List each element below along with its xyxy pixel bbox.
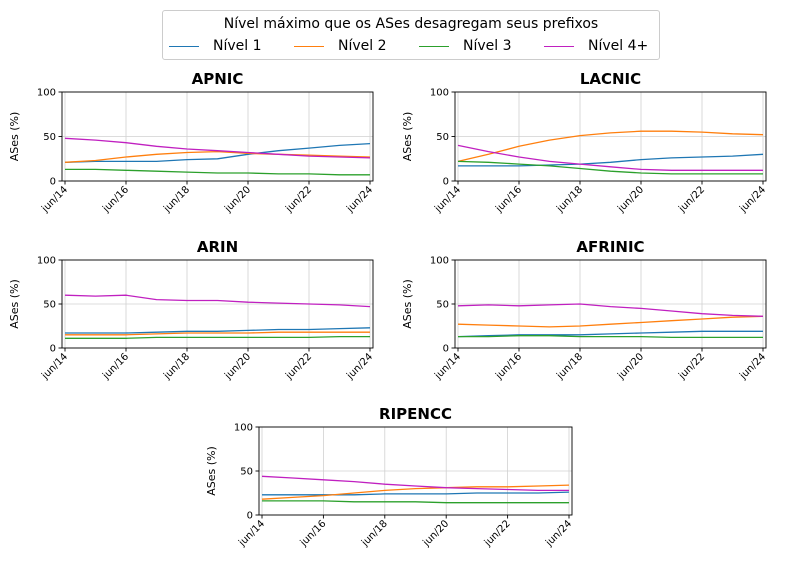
y-axis-label: ASes (%) xyxy=(401,112,414,162)
y-tick-label: 0 xyxy=(50,344,56,355)
series-line-n-vel-1 xyxy=(458,153,764,167)
series-line-n-vel-4 xyxy=(457,144,763,171)
x-tick-label: jun/24 xyxy=(344,184,375,215)
x-tick-label: jun/20 xyxy=(222,184,253,215)
chart-panel-apnic: 0 50 100 jun/14 jun/16 jun/18 jun/20 jun/22 jun/… xyxy=(8,70,375,215)
y-tick-label: 100 xyxy=(430,88,449,99)
x-tick-label: jun/22 xyxy=(676,351,707,382)
series-line-n-vel-4 xyxy=(261,475,569,492)
x-tick-label: jun/14 xyxy=(39,351,70,382)
x-tick-label: jun/20 xyxy=(421,518,452,549)
chart-title: RIPENCC xyxy=(379,405,452,423)
series-line-n-vel-1 xyxy=(262,491,570,496)
x-tick-label: jun/22 xyxy=(482,518,513,549)
y-axis-label: ASes (%) xyxy=(8,279,21,329)
x-tick-label: jun/20 xyxy=(615,184,646,215)
x-tick-label: jun/20 xyxy=(222,351,253,382)
x-tick-label: jun/18 xyxy=(161,184,192,215)
legend-item-nivel-4plus: Nível 4+ xyxy=(544,38,648,54)
chart-title: ARIN xyxy=(197,238,238,256)
chart-title: APNIC xyxy=(192,70,244,88)
y-tick-label: 50 xyxy=(436,132,449,143)
legend-swatch-nivel-1 xyxy=(169,45,199,47)
legend-swatch-nivel-4plus xyxy=(544,45,574,47)
x-tick-label: jun/24 xyxy=(737,184,768,215)
y-tick-label: 0 xyxy=(247,511,253,522)
x-tick-label: jun/22 xyxy=(676,184,707,215)
legend-item-nivel-2: Nível 2 xyxy=(294,38,387,54)
x-tick-label: jun/18 xyxy=(359,518,390,549)
x-tick-label: jun/14 xyxy=(432,184,463,215)
legend-label-nivel-2: Nível 2 xyxy=(338,38,387,54)
y-axis-label: ASes (%) xyxy=(8,112,21,162)
x-tick-label: jun/16 xyxy=(493,351,524,382)
series-line-n-vel-4 xyxy=(64,294,371,308)
y-tick-label: 100 xyxy=(430,256,449,267)
y-axis-label: ASes (%) xyxy=(205,446,218,496)
legend: Nível máximo que os ASes desagregam seus… xyxy=(162,10,660,60)
x-tick-label: jun/16 xyxy=(100,184,131,215)
x-tick-label: jun/18 xyxy=(161,351,192,382)
series-line-n-vel-3 xyxy=(262,500,569,504)
legend-swatch-nivel-3 xyxy=(419,45,449,47)
series-line-n-vel-3 xyxy=(457,160,763,175)
x-tick-label: jun/24 xyxy=(543,518,574,549)
y-tick-label: 100 xyxy=(37,88,56,99)
y-tick-label: 50 xyxy=(43,300,56,311)
series-line-n-vel-2 xyxy=(457,315,764,328)
legend-item-nivel-3: Nível 3 xyxy=(419,38,512,54)
legend-label-nivel-1: Nível 1 xyxy=(213,38,262,54)
y-tick-label: 100 xyxy=(234,423,253,434)
series-line-n-vel-4 xyxy=(64,137,371,159)
legend-swatch-nivel-2 xyxy=(294,45,324,47)
chart-title: LACNIC xyxy=(580,70,641,88)
x-tick-label: jun/24 xyxy=(344,351,375,382)
x-tick-label: jun/14 xyxy=(432,351,463,382)
series-line-n-vel-2 xyxy=(65,331,370,336)
chart-title: AFRINIC xyxy=(576,238,644,256)
y-tick-label: 0 xyxy=(443,344,449,355)
x-tick-label: jun/24 xyxy=(737,351,768,382)
y-tick-label: 100 xyxy=(37,256,56,267)
x-tick-label: jun/16 xyxy=(298,518,329,549)
series-line-n-vel-4 xyxy=(457,303,764,317)
chart-panel-arin: 0 50 100 jun/14 jun/16 jun/18 jun/20 jun/22 jun/… xyxy=(8,238,375,382)
x-tick-label: jun/16 xyxy=(100,351,131,382)
legend-label-nivel-3: Nível 3 xyxy=(463,38,512,54)
series-line-n-vel-2 xyxy=(457,130,764,163)
x-tick-label: jun/18 xyxy=(554,351,585,382)
series-line-n-vel-3 xyxy=(65,168,370,176)
chart-panel-lacnic: 0 50 100 jun/14 jun/16 jun/18 jun/20 jun/22 jun/… xyxy=(401,70,768,215)
y-tick-label: 50 xyxy=(436,300,449,311)
series-line-n-vel-2 xyxy=(261,484,570,500)
y-tick-label: 50 xyxy=(43,132,56,143)
x-tick-label: jun/22 xyxy=(283,351,314,382)
x-tick-label: jun/20 xyxy=(615,351,646,382)
chart-panel-ripencc: 0 50 100 jun/14 jun/16 jun/18 jun/20 jun/22 jun/… xyxy=(205,405,574,549)
x-tick-label: jun/22 xyxy=(283,184,314,215)
series-line-n-vel-1 xyxy=(457,330,763,338)
series-line-n-vel-1 xyxy=(64,142,371,163)
x-tick-label: jun/14 xyxy=(236,518,267,549)
series-line-n-vel-3 xyxy=(458,335,763,339)
y-tick-label: 50 xyxy=(240,467,253,478)
y-tick-label: 0 xyxy=(443,177,449,188)
x-tick-label: jun/16 xyxy=(493,184,524,215)
series-line-n-vel-3 xyxy=(65,335,370,339)
series-line-n-vel-1 xyxy=(65,327,371,334)
y-axis-label: ASes (%) xyxy=(401,279,414,329)
series-line-n-vel-2 xyxy=(64,150,371,163)
legend-item-nivel-1: Nível 1 xyxy=(169,38,262,54)
y-tick-label: 0 xyxy=(50,177,56,188)
x-tick-label: jun/14 xyxy=(39,184,70,215)
legend-title: Nível máximo que os ASes desagregam seus… xyxy=(223,16,599,32)
chart-panel-afrinic: 0 50 100 jun/14 jun/16 jun/18 jun/20 jun/22 jun/… xyxy=(401,238,768,382)
x-tick-label: jun/18 xyxy=(554,184,585,215)
legend-label-nivel-4plus: Nível 4+ xyxy=(588,38,649,54)
